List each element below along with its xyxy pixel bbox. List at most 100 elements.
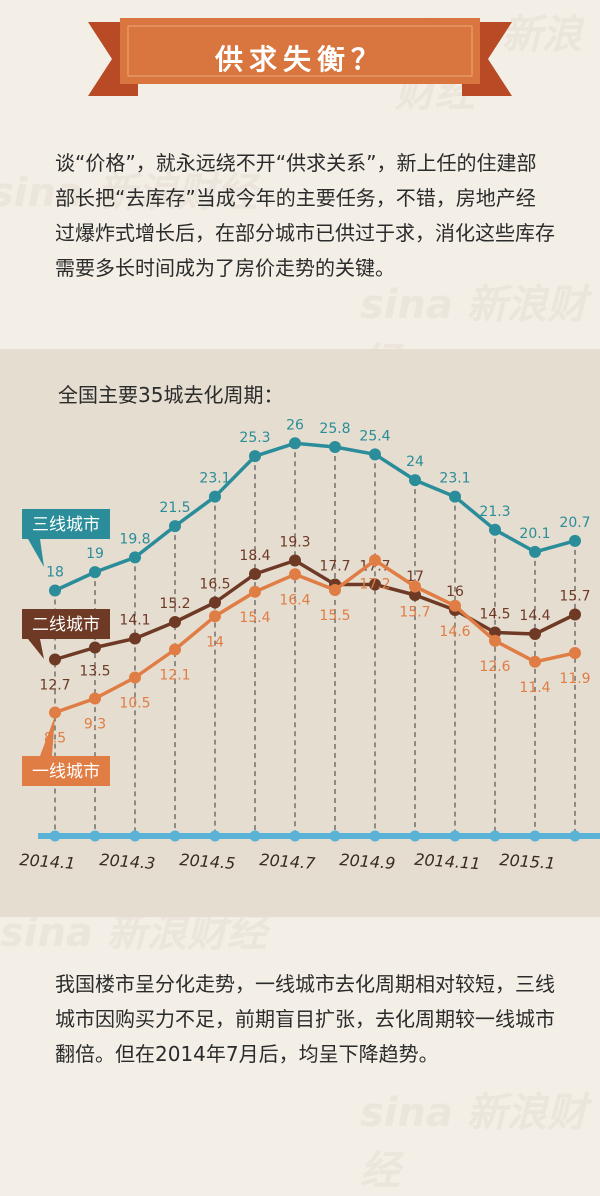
tier3-point-8 [369,448,381,461]
tier2-legend-pointer [28,639,44,659]
tier1-value-label-4: 14 [206,634,224,650]
tier1-value-label-13: 11.9 [559,671,590,687]
line-chart: 2014.1 2014.3 2014.5 2014.7 2014.9 2014.11 201… [19,417,600,874]
tier3-value-label-4: 23.1 [199,471,230,487]
x-axis-dot-11 [489,830,501,842]
x-axis-dot-2 [129,830,141,842]
tier2-point-1 [89,641,101,654]
tier2-value-label-5: 18.4 [239,548,270,564]
x-axis-dot-4 [209,830,221,842]
tier1-point-5 [249,585,261,598]
x-tick-label-2015.1: 2015.1 [499,850,556,873]
tier3-legend-box [22,509,110,539]
tier3-point-5 [249,450,261,463]
tier1-point-6 [289,568,301,581]
tier1-point-8 [369,554,381,567]
chart-title: 全国主要35城去化周期： [58,383,284,407]
x-axis-dot-10 [449,830,461,842]
banner-ribbon [88,18,512,96]
tier2-value-label-1: 13.5 [79,664,110,680]
tier3-point-3 [169,520,181,533]
tier2-value-label-2: 14.1 [119,613,150,629]
tier1-value-label-3: 12.1 [159,668,190,684]
tier2-point-3 [169,616,181,628]
tier3-point-2 [129,551,141,564]
tier2-value-label-10: 16 [446,584,464,600]
tier2-point-13 [569,608,581,621]
tier1-point-12 [529,655,541,668]
tier2-value-label-8: 17.7 [359,559,390,575]
tier3-point-9 [409,474,421,487]
tier1-legend-pointer [40,716,55,756]
tier3-value-label-2: 19.8 [119,531,150,547]
tier1-point-3 [169,643,181,656]
tier1-value-label-6: 16.4 [279,592,310,608]
x-axis-dot-9 [409,830,421,842]
x-axis-dot-13 [569,830,581,842]
tier2-point-0 [49,653,61,666]
tier3-point-1 [89,566,101,579]
x-axis-dot-6 [289,830,301,842]
tier2-point-6 [289,554,301,567]
tier1-line [54,558,576,715]
tier3-point-13 [569,534,581,547]
tier2-legend-label: 二线城市 [32,615,100,635]
tier1-value-label-8: 17.2 [359,576,390,592]
tier3-value-label-7: 25.8 [319,421,350,437]
tier3-value-label-1: 19 [86,546,104,562]
title-banner: 供求失衡？ [0,0,600,110]
tier3-legend-label: 三线城市 [32,515,100,535]
tier2-value-label-9: 17 [406,569,424,585]
tier3-value-label-0: 18 [46,565,64,581]
tier1-value-label-5: 15.4 [239,610,270,626]
tier3-value-label-13: 20.7 [559,515,590,531]
tier3-value-label-10: 23.1 [439,471,470,487]
tier1-point-2 [129,671,141,684]
tier2-point-11 [489,626,501,639]
tier2-value-label-3: 15.2 [159,596,190,612]
x-tick-label-2014.11: 2014.11 [414,850,481,874]
intro-paragraph: 谈“价格”，就永远绕不开“供求关系”，新上任的住建部部长把“去库存”当成今年的主… [55,151,555,280]
tier3-point-4 [209,490,221,503]
tier2-line [54,558,576,662]
conclusion-paragraph: 我国楼市呈分化走势，一线城市去化周期相对较短，三线城市因购买力不足，前期盲目扩张… [55,972,555,1066]
tier1-value-label-9: 15.7 [399,605,430,621]
tier3-point-6 [289,437,301,450]
tier1-legend-label: 一线城市 [32,762,100,782]
tier1-value-label-12: 11.4 [519,680,550,696]
tier1-point-10 [449,599,461,612]
tier3-line [54,441,576,593]
tier3-value-label-9: 24 [406,454,424,470]
tier1-point-0 [49,706,61,719]
tier2-point-5 [249,568,261,580]
chart-section: 全国主要35城去化周期： 2014.1 2014.3 2014.5 2014.7 201… [0,349,600,917]
tier3-point-7 [329,440,341,453]
x-axis-dot-12 [529,830,541,842]
tier2-value-label-0: 12.7 [39,678,70,694]
tier3-value-label-5: 25.3 [239,430,270,446]
tier2-point-4 [209,596,221,609]
x-tick-label-2014.9: 2014.9 [339,850,396,873]
tier1-value-label-1: 9.3 [84,717,106,733]
tier3-value-label-12: 20.1 [519,526,550,542]
tier2-value-label-6: 19.3 [279,535,310,551]
tier1-point-7 [329,584,341,596]
x-axis-dot-5 [249,830,261,842]
tier3-point-11 [489,523,501,536]
tier2-point-8 [369,578,381,591]
tier1-value-label-7: 15.5 [319,608,350,624]
tier3-legend-pointer [28,539,44,567]
tier1-value-label-2: 10.5 [119,696,150,712]
x-axis-dot-0 [49,830,61,842]
tier2-point-9 [409,589,421,601]
tier2-legend-box [22,609,110,639]
tier3-value-label-11: 21.3 [479,504,510,520]
tier2-value-label-4: 16.5 [199,577,230,593]
tier2-point-2 [129,632,141,645]
tier1-value-label-10: 14.6 [439,624,470,640]
tier1-point-13 [569,647,581,659]
tier1-legend-box [22,756,110,786]
tier2-value-label-12: 14.4 [519,608,550,624]
x-axis-dot-3 [169,830,181,842]
tier2-value-label-11: 14.5 [479,607,510,623]
